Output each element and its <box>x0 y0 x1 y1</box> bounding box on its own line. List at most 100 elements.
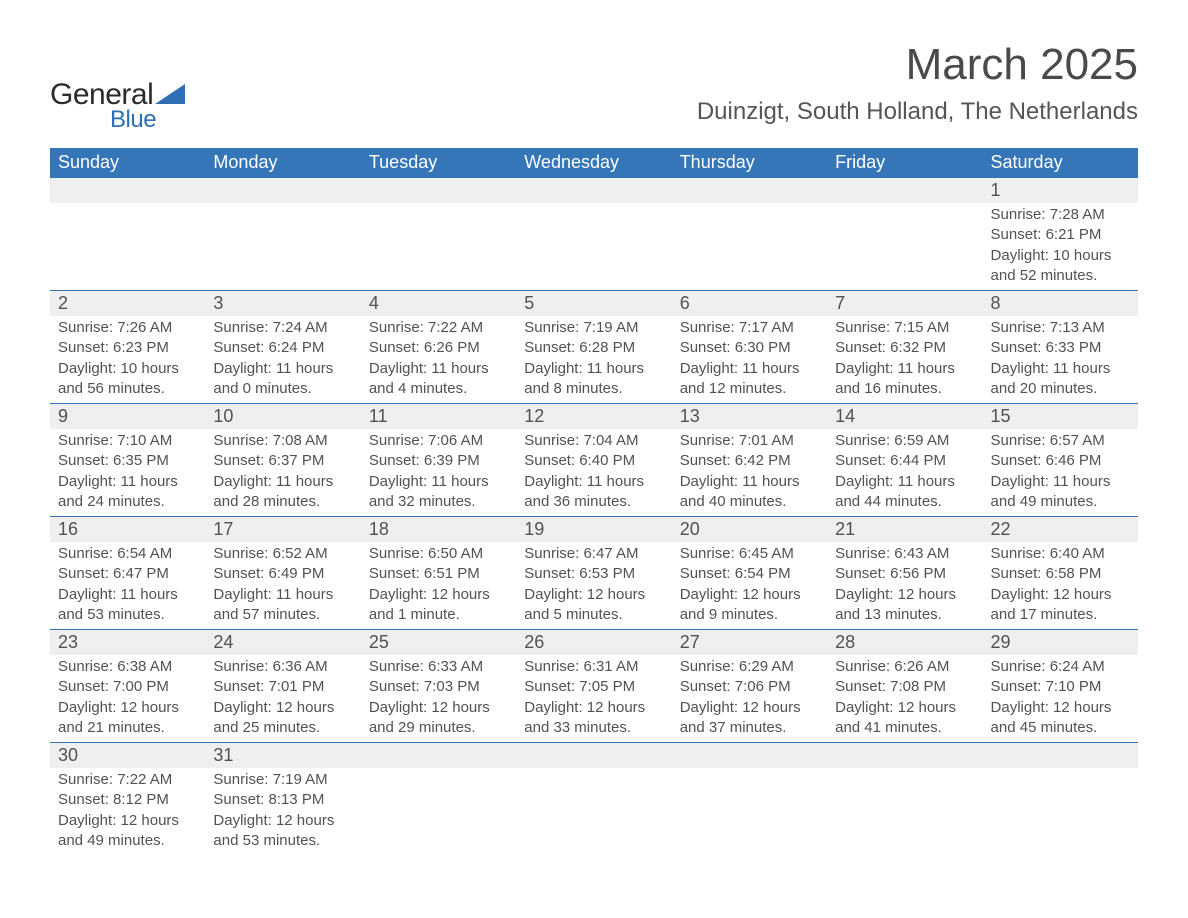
day-detail: Sunrise: 7:10 AMSunset: 6:35 PMDaylight:… <box>50 429 205 517</box>
day-number: 31 <box>205 743 360 769</box>
weekday-header: Saturday <box>983 148 1138 178</box>
empty-day-detail <box>983 768 1138 855</box>
weekday-header: Monday <box>205 148 360 178</box>
day-detail: Sunrise: 7:06 AMSunset: 6:39 PMDaylight:… <box>361 429 516 517</box>
day-detail: Sunrise: 7:08 AMSunset: 6:37 PMDaylight:… <box>205 429 360 517</box>
daylight-line: Daylight: 11 hours and 8 minutes. <box>524 359 663 400</box>
day-number: 10 <box>205 404 360 430</box>
sunset-line: Sunset: 6:46 PM <box>991 451 1130 471</box>
sunrise-line: Sunrise: 6:33 AM <box>369 657 508 677</box>
daylight-line: Daylight: 11 hours and 28 minutes. <box>213 472 352 513</box>
sunset-line: Sunset: 6:21 PM <box>991 225 1130 245</box>
sunset-line: Sunset: 6:56 PM <box>835 564 974 584</box>
sunset-line: Sunset: 6:40 PM <box>524 451 663 471</box>
daylight-line: Daylight: 12 hours and 1 minute. <box>369 585 508 626</box>
empty-day-number <box>827 743 982 769</box>
day-detail: Sunrise: 6:31 AMSunset: 7:05 PMDaylight:… <box>516 655 671 743</box>
empty-day-number <box>983 743 1138 769</box>
day-detail-row: Sunrise: 7:10 AMSunset: 6:35 PMDaylight:… <box>50 429 1138 517</box>
sunset-line: Sunset: 7:10 PM <box>991 677 1130 697</box>
empty-day-number <box>516 178 671 204</box>
daylight-line: Daylight: 12 hours and 45 minutes. <box>991 698 1130 739</box>
daylight-line: Daylight: 12 hours and 41 minutes. <box>835 698 974 739</box>
empty-day-detail <box>361 203 516 291</box>
day-number-row: 9101112131415 <box>50 404 1138 430</box>
sunset-line: Sunset: 6:42 PM <box>680 451 819 471</box>
weekday-header: Tuesday <box>361 148 516 178</box>
sunset-line: Sunset: 6:53 PM <box>524 564 663 584</box>
day-detail: Sunrise: 6:50 AMSunset: 6:51 PMDaylight:… <box>361 542 516 630</box>
day-detail: Sunrise: 7:22 AMSunset: 6:26 PMDaylight:… <box>361 316 516 404</box>
page-subtitle: Duinzigt, South Holland, The Netherlands <box>697 98 1138 126</box>
day-number: 26 <box>516 630 671 656</box>
day-number: 2 <box>50 291 205 317</box>
daylight-line: Daylight: 12 hours and 5 minutes. <box>524 585 663 626</box>
day-number: 27 <box>672 630 827 656</box>
day-number: 20 <box>672 517 827 543</box>
weekday-header: Wednesday <box>516 148 671 178</box>
day-number: 7 <box>827 291 982 317</box>
sunrise-line: Sunrise: 7:13 AM <box>991 318 1130 338</box>
sunrise-line: Sunrise: 6:26 AM <box>835 657 974 677</box>
sunrise-line: Sunrise: 7:15 AM <box>835 318 974 338</box>
day-number: 5 <box>516 291 671 317</box>
day-detail: Sunrise: 7:19 AMSunset: 6:28 PMDaylight:… <box>516 316 671 404</box>
empty-day-detail <box>827 768 982 855</box>
day-number: 14 <box>827 404 982 430</box>
empty-day-number <box>672 743 827 769</box>
sunrise-line: Sunrise: 6:38 AM <box>58 657 197 677</box>
sunset-line: Sunset: 6:39 PM <box>369 451 508 471</box>
daylight-line: Daylight: 12 hours and 17 minutes. <box>991 585 1130 626</box>
daylight-line: Daylight: 11 hours and 0 minutes. <box>213 359 352 400</box>
sunset-line: Sunset: 7:03 PM <box>369 677 508 697</box>
logo-text-blue: Blue <box>110 106 185 134</box>
sunrise-line: Sunrise: 7:19 AM <box>213 770 352 790</box>
calendar-table: SundayMondayTuesdayWednesdayThursdayFrid… <box>50 148 1138 855</box>
day-detail: Sunrise: 6:26 AMSunset: 7:08 PMDaylight:… <box>827 655 982 743</box>
day-detail: Sunrise: 7:01 AMSunset: 6:42 PMDaylight:… <box>672 429 827 517</box>
day-number: 8 <box>983 291 1138 317</box>
sunrise-line: Sunrise: 7:19 AM <box>524 318 663 338</box>
empty-day-number <box>361 178 516 204</box>
empty-day-detail <box>361 768 516 855</box>
sunrise-line: Sunrise: 7:04 AM <box>524 431 663 451</box>
day-number: 6 <box>672 291 827 317</box>
sunrise-line: Sunrise: 6:43 AM <box>835 544 974 564</box>
day-detail: Sunrise: 6:40 AMSunset: 6:58 PMDaylight:… <box>983 542 1138 630</box>
sunrise-line: Sunrise: 7:08 AM <box>213 431 352 451</box>
day-detail-row: Sunrise: 7:28 AMSunset: 6:21 PMDaylight:… <box>50 203 1138 291</box>
weekday-header: Sunday <box>50 148 205 178</box>
day-detail: Sunrise: 6:54 AMSunset: 6:47 PMDaylight:… <box>50 542 205 630</box>
day-detail: Sunrise: 6:36 AMSunset: 7:01 PMDaylight:… <box>205 655 360 743</box>
daylight-line: Daylight: 11 hours and 53 minutes. <box>58 585 197 626</box>
day-number: 17 <box>205 517 360 543</box>
day-detail: Sunrise: 7:13 AMSunset: 6:33 PMDaylight:… <box>983 316 1138 404</box>
sunrise-line: Sunrise: 7:28 AM <box>991 205 1130 225</box>
day-number: 19 <box>516 517 671 543</box>
sunset-line: Sunset: 7:08 PM <box>835 677 974 697</box>
daylight-line: Daylight: 12 hours and 21 minutes. <box>58 698 197 739</box>
sunset-line: Sunset: 8:12 PM <box>58 790 197 810</box>
sunset-line: Sunset: 6:26 PM <box>369 338 508 358</box>
sunrise-line: Sunrise: 6:31 AM <box>524 657 663 677</box>
day-detail-row: Sunrise: 6:38 AMSunset: 7:00 PMDaylight:… <box>50 655 1138 743</box>
sunrise-line: Sunrise: 7:01 AM <box>680 431 819 451</box>
daylight-line: Daylight: 10 hours and 52 minutes. <box>991 246 1130 287</box>
sunset-line: Sunset: 7:06 PM <box>680 677 819 697</box>
sunset-line: Sunset: 7:00 PM <box>58 677 197 697</box>
empty-day-detail <box>672 768 827 855</box>
empty-day-detail <box>827 203 982 291</box>
daylight-line: Daylight: 11 hours and 32 minutes. <box>369 472 508 513</box>
day-number: 13 <box>672 404 827 430</box>
sunrise-line: Sunrise: 6:47 AM <box>524 544 663 564</box>
day-number: 29 <box>983 630 1138 656</box>
sunset-line: Sunset: 6:49 PM <box>213 564 352 584</box>
header: General Blue March 2025 Duinzigt, South … <box>50 40 1138 134</box>
weekday-header: Thursday <box>672 148 827 178</box>
empty-day-number <box>516 743 671 769</box>
day-number: 25 <box>361 630 516 656</box>
sunrise-line: Sunrise: 7:10 AM <box>58 431 197 451</box>
day-number: 11 <box>361 404 516 430</box>
day-number: 22 <box>983 517 1138 543</box>
daylight-line: Daylight: 12 hours and 9 minutes. <box>680 585 819 626</box>
